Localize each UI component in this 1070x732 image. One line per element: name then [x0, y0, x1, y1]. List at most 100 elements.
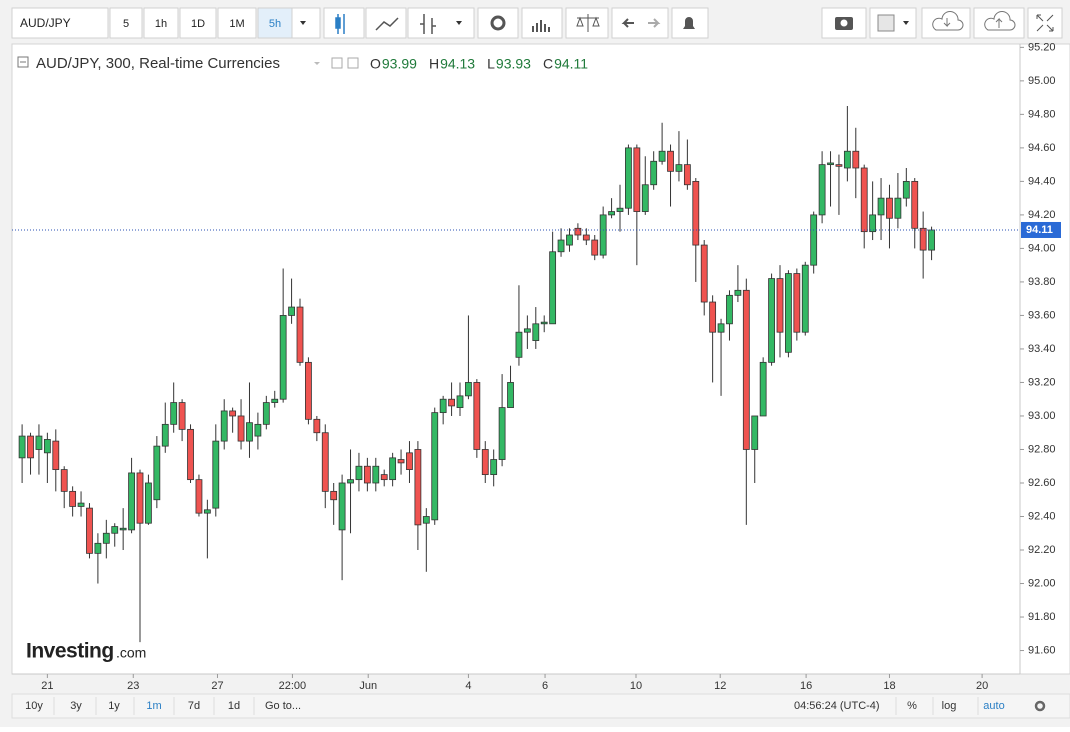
candle-body — [195, 479, 203, 514]
y-tick-label: 94.40 — [1028, 175, 1056, 187]
candle-body — [549, 251, 557, 325]
candle-body — [43, 439, 51, 454]
interval-button[interactable] — [109, 7, 143, 39]
candle-body — [69, 490, 77, 507]
candle-body — [145, 482, 152, 524]
candle-body — [279, 315, 287, 400]
candle-body — [313, 418, 321, 434]
candle-body — [557, 239, 565, 253]
y-tick-label: 94.60 — [1028, 142, 1056, 154]
candle-body — [742, 289, 750, 450]
range-button[interactable]: 7d — [188, 700, 200, 712]
candle-body — [700, 244, 708, 303]
interval-button[interactable] — [179, 7, 217, 39]
candle-body — [136, 472, 144, 524]
range-button[interactable]: 3y — [70, 700, 82, 712]
legend-ohlc: O 93.99 H 94.13 L 93.93 C 94.11 — [370, 56, 588, 72]
interval-button[interactable] — [143, 7, 179, 39]
legend-settings-icon — [347, 57, 359, 69]
range-button[interactable]: 1d — [228, 700, 240, 712]
compare-button[interactable] — [565, 7, 609, 39]
candle-body — [759, 361, 767, 417]
candle-body — [456, 395, 464, 408]
y-tick-label: 92.00 — [1028, 577, 1056, 589]
candle-body — [27, 435, 34, 459]
interval-label: 5 — [123, 18, 129, 30]
candle-body — [321, 432, 329, 492]
candle-body — [473, 382, 481, 450]
candle-body — [877, 197, 885, 216]
scale-option[interactable]: % — [907, 700, 917, 712]
x-tick-label: 12 — [714, 680, 726, 692]
candle-body — [389, 457, 397, 481]
x-tick-label: 4 — [465, 680, 471, 692]
candle-body — [751, 415, 759, 450]
settings-icon[interactable] — [1034, 700, 1046, 712]
candle-body — [818, 164, 826, 216]
scale-option[interactable]: auto — [983, 700, 1004, 712]
last-price-tag — [1021, 221, 1061, 238]
redo-icon — [648, 18, 661, 28]
x-tick-label: 27 — [211, 680, 223, 692]
candle-body — [810, 214, 818, 266]
range-button[interactable]: 1m — [146, 700, 161, 712]
candle-body — [271, 398, 279, 403]
indicator-button[interactable] — [407, 7, 475, 39]
x-tick-label: 10 — [630, 680, 642, 692]
range-button[interactable]: 10y — [25, 700, 43, 712]
y-tick-label: 93.00 — [1028, 410, 1056, 422]
candle-body — [894, 197, 902, 219]
candle-body — [363, 465, 371, 484]
candle-body — [254, 423, 262, 437]
fullscreen-button[interactable] — [1027, 7, 1063, 39]
candle-body — [616, 207, 624, 212]
candle-body — [843, 150, 851, 169]
candle-body — [431, 412, 439, 521]
candle-body — [178, 402, 186, 430]
symbol-box[interactable] — [11, 7, 109, 39]
candle-body — [237, 415, 245, 442]
bars-icon — [420, 14, 436, 34]
candle-body — [515, 331, 523, 358]
candle-body — [465, 382, 472, 397]
interval-label: 1h — [155, 18, 167, 30]
candle-body — [717, 323, 725, 333]
interval-button[interactable] — [257, 7, 293, 39]
candle-body — [785, 273, 792, 353]
candle-body — [566, 234, 573, 246]
candle-body — [726, 294, 733, 325]
dropdown-icon — [456, 21, 462, 25]
y-tick-label: 92.40 — [1028, 510, 1056, 522]
candle-body — [170, 402, 178, 425]
plot-panel — [11, 43, 1070, 675]
candle-body — [574, 227, 582, 236]
candle-body — [77, 502, 85, 507]
candle-body — [860, 167, 868, 233]
candle-body — [625, 147, 632, 209]
scale-option[interactable]: log — [942, 700, 957, 712]
settings-button[interactable] — [477, 7, 519, 39]
candle-body — [422, 516, 430, 524]
candle-body — [886, 197, 893, 219]
candle-body — [793, 273, 801, 333]
undo-redo[interactable] — [611, 7, 669, 39]
plot: 91.60 91.80 92.00 92.20 92.40 92.60 92.80 93.00… — [12, 41, 1061, 692]
candle-body — [406, 452, 413, 470]
candle-body — [709, 301, 717, 333]
color-swatch — [877, 14, 895, 32]
candle-body — [330, 490, 338, 501]
interval-button[interactable] — [217, 7, 257, 39]
candle-body — [675, 164, 683, 172]
legend-value: 94.13 — [440, 56, 475, 72]
interval-menu[interactable] — [291, 7, 321, 39]
legend-value: 93.99 — [382, 56, 417, 72]
legend-value: 94.11 — [554, 56, 588, 72]
legend-title: AUD/JPY, 300, Real-time Currencies — [36, 55, 280, 72]
range-button[interactable]: 1y — [108, 700, 120, 712]
goto-button[interactable]: Go to... — [265, 700, 301, 712]
candle-body — [633, 147, 641, 212]
candle-body — [212, 440, 220, 509]
candle-body — [52, 440, 60, 470]
legend-eye-icon — [331, 57, 343, 69]
y-tick-label: 94.00 — [1028, 242, 1056, 254]
